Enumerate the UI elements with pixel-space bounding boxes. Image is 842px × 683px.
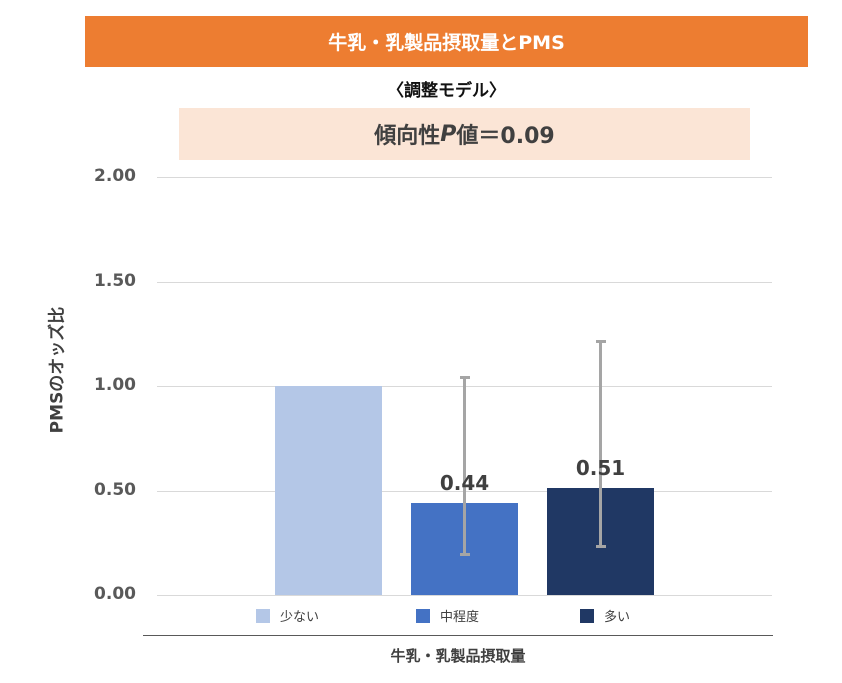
legend: 少ない 中程度 多い — [0, 606, 842, 626]
chart-title: 牛乳・乳製品摂取量とPMS — [85, 16, 808, 67]
legend-label: 中程度 — [440, 610, 480, 625]
p-value-italic: P — [440, 121, 457, 147]
legend-label: 多い — [604, 610, 631, 625]
p-value-box: 傾向性 P 値＝0.09 — [179, 108, 750, 160]
error-bar-cap — [459, 553, 470, 556]
error-bar — [599, 340, 602, 547]
x-axis-line — [143, 635, 773, 636]
gridline — [157, 177, 772, 178]
error-bar-cap — [595, 340, 606, 343]
bar-low — [275, 386, 382, 595]
legend-label: 少ない — [280, 610, 320, 625]
error-bar-cap — [595, 545, 606, 548]
legend-swatch-medium — [416, 608, 430, 623]
legend-swatch-low — [256, 608, 270, 623]
data-label: 0.44 — [439, 471, 490, 495]
y-tick-label: 1.50 — [94, 271, 136, 291]
gridline — [157, 282, 772, 283]
data-label: 0.51 — [575, 456, 626, 480]
y-axis-label: PMSのオッズ比 — [47, 306, 68, 434]
legend-item-low: 少ない — [256, 606, 319, 625]
y-tick-label: 1.00 — [94, 375, 136, 395]
y-tick-label: 0.50 — [94, 480, 136, 500]
p-value-suffix: 値＝0.09 — [456, 124, 555, 149]
chart-subtitle: 〈調整モデル〉 — [387, 81, 506, 101]
legend-swatch-high — [580, 608, 594, 623]
error-bar-cap — [459, 376, 470, 379]
y-tick-label: 0.00 — [94, 584, 136, 604]
gridline — [157, 595, 772, 596]
y-tick-label: 2.00 — [94, 166, 136, 186]
error-bar — [463, 376, 466, 555]
x-axis-label: 牛乳・乳製品摂取量 — [390, 647, 526, 665]
legend-item-medium: 中程度 — [416, 606, 479, 625]
legend-item-high: 多い — [580, 606, 630, 625]
p-value-prefix: 傾向性 — [374, 124, 441, 149]
